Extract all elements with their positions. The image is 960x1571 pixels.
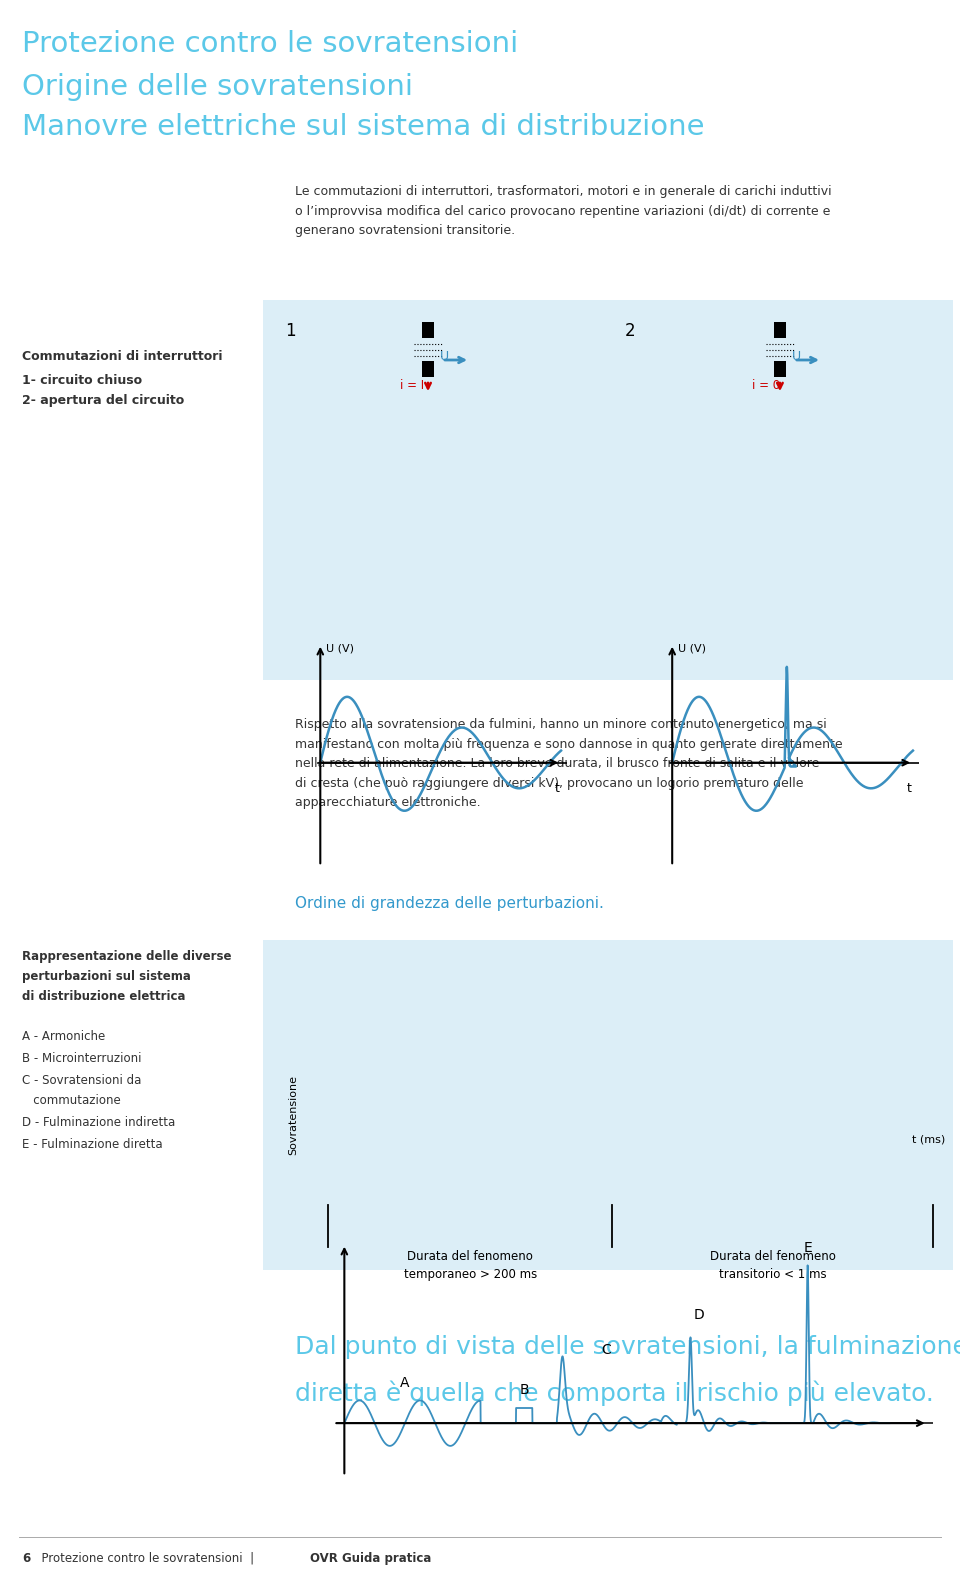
- Text: t: t: [555, 782, 560, 795]
- Text: 2- apertura del circuito: 2- apertura del circuito: [22, 394, 184, 407]
- Text: Rappresentazione delle diverse: Rappresentazione delle diverse: [22, 950, 231, 963]
- Text: diretta è quella che comporta il rischio più elevato.: diretta è quella che comporta il rischio…: [295, 1379, 934, 1406]
- Text: E - Fulminazione diretta: E - Fulminazione diretta: [22, 1137, 162, 1152]
- Text: Sovratensione: Sovratensione: [288, 1075, 298, 1155]
- Text: C - Sovratensioni da: C - Sovratensioni da: [22, 1075, 141, 1087]
- Bar: [263, 939, 953, 1269]
- Bar: [774, 361, 786, 377]
- Text: 1- circuito chiuso: 1- circuito chiuso: [22, 374, 142, 386]
- Text: B: B: [519, 1382, 529, 1397]
- Text: Commutazioni di interruttori: Commutazioni di interruttori: [22, 350, 223, 363]
- Bar: [263, 300, 953, 680]
- Text: B - Microinterruzioni: B - Microinterruzioni: [22, 1053, 141, 1065]
- Bar: [422, 361, 434, 377]
- Text: E: E: [804, 1241, 812, 1255]
- Text: perturbazioni sul sistema: perturbazioni sul sistema: [22, 969, 191, 983]
- Text: Origine delle sovratensioni: Origine delle sovratensioni: [22, 72, 413, 101]
- Text: Durata del fenomeno
temporaneo > 200 ms: Durata del fenomeno temporaneo > 200 ms: [403, 1251, 537, 1280]
- Text: Durata del fenomeno
transitorio < 1 ms: Durata del fenomeno transitorio < 1 ms: [709, 1251, 835, 1280]
- Text: Rispetto alla sovratensione da fulmini, hanno un minore contenuto energetico, ma: Rispetto alla sovratensione da fulmini, …: [295, 718, 843, 809]
- Text: U (V): U (V): [678, 644, 706, 654]
- Text: C: C: [601, 1343, 611, 1357]
- Text: 1: 1: [285, 322, 296, 339]
- Text: Le commutazioni di interruttori, trasformatori, motori e in generale di carichi : Le commutazioni di interruttori, trasfor…: [295, 185, 831, 237]
- Text: U (V): U (V): [325, 644, 354, 654]
- Text: i = 0: i = 0: [752, 379, 780, 391]
- Text: U: U: [792, 350, 801, 363]
- Text: U: U: [440, 350, 449, 363]
- Bar: [774, 322, 786, 338]
- Text: A: A: [399, 1376, 409, 1390]
- Text: 6: 6: [22, 1552, 31, 1565]
- Text: OVR Guida pratica: OVR Guida pratica: [310, 1552, 431, 1565]
- Text: Ordine di grandezza delle perturbazioni.: Ordine di grandezza delle perturbazioni.: [295, 895, 604, 911]
- Bar: [422, 322, 434, 338]
- Text: A - Armoniche: A - Armoniche: [22, 1031, 106, 1043]
- Text: 2: 2: [625, 322, 636, 339]
- Text: i = I: i = I: [400, 379, 424, 391]
- Text: Dal punto di vista delle sovratensioni, la fulminazione: Dal punto di vista delle sovratensioni, …: [295, 1335, 960, 1359]
- Text: Manovre elettriche sul sistema di distribuzione: Manovre elettriche sul sistema di distri…: [22, 113, 705, 141]
- Text: D - Fulminazione indiretta: D - Fulminazione indiretta: [22, 1115, 176, 1130]
- Text: commutazione: commutazione: [22, 1093, 121, 1108]
- Text: D: D: [693, 1309, 704, 1323]
- Text: Protezione contro le sovratensioni  |: Protezione contro le sovratensioni |: [34, 1552, 262, 1565]
- Text: t: t: [907, 782, 912, 795]
- Text: t (ms): t (ms): [912, 1134, 945, 1144]
- Text: di distribuzione elettrica: di distribuzione elettrica: [22, 990, 185, 1002]
- Text: Protezione contro le sovratensioni: Protezione contro le sovratensioni: [22, 30, 518, 58]
